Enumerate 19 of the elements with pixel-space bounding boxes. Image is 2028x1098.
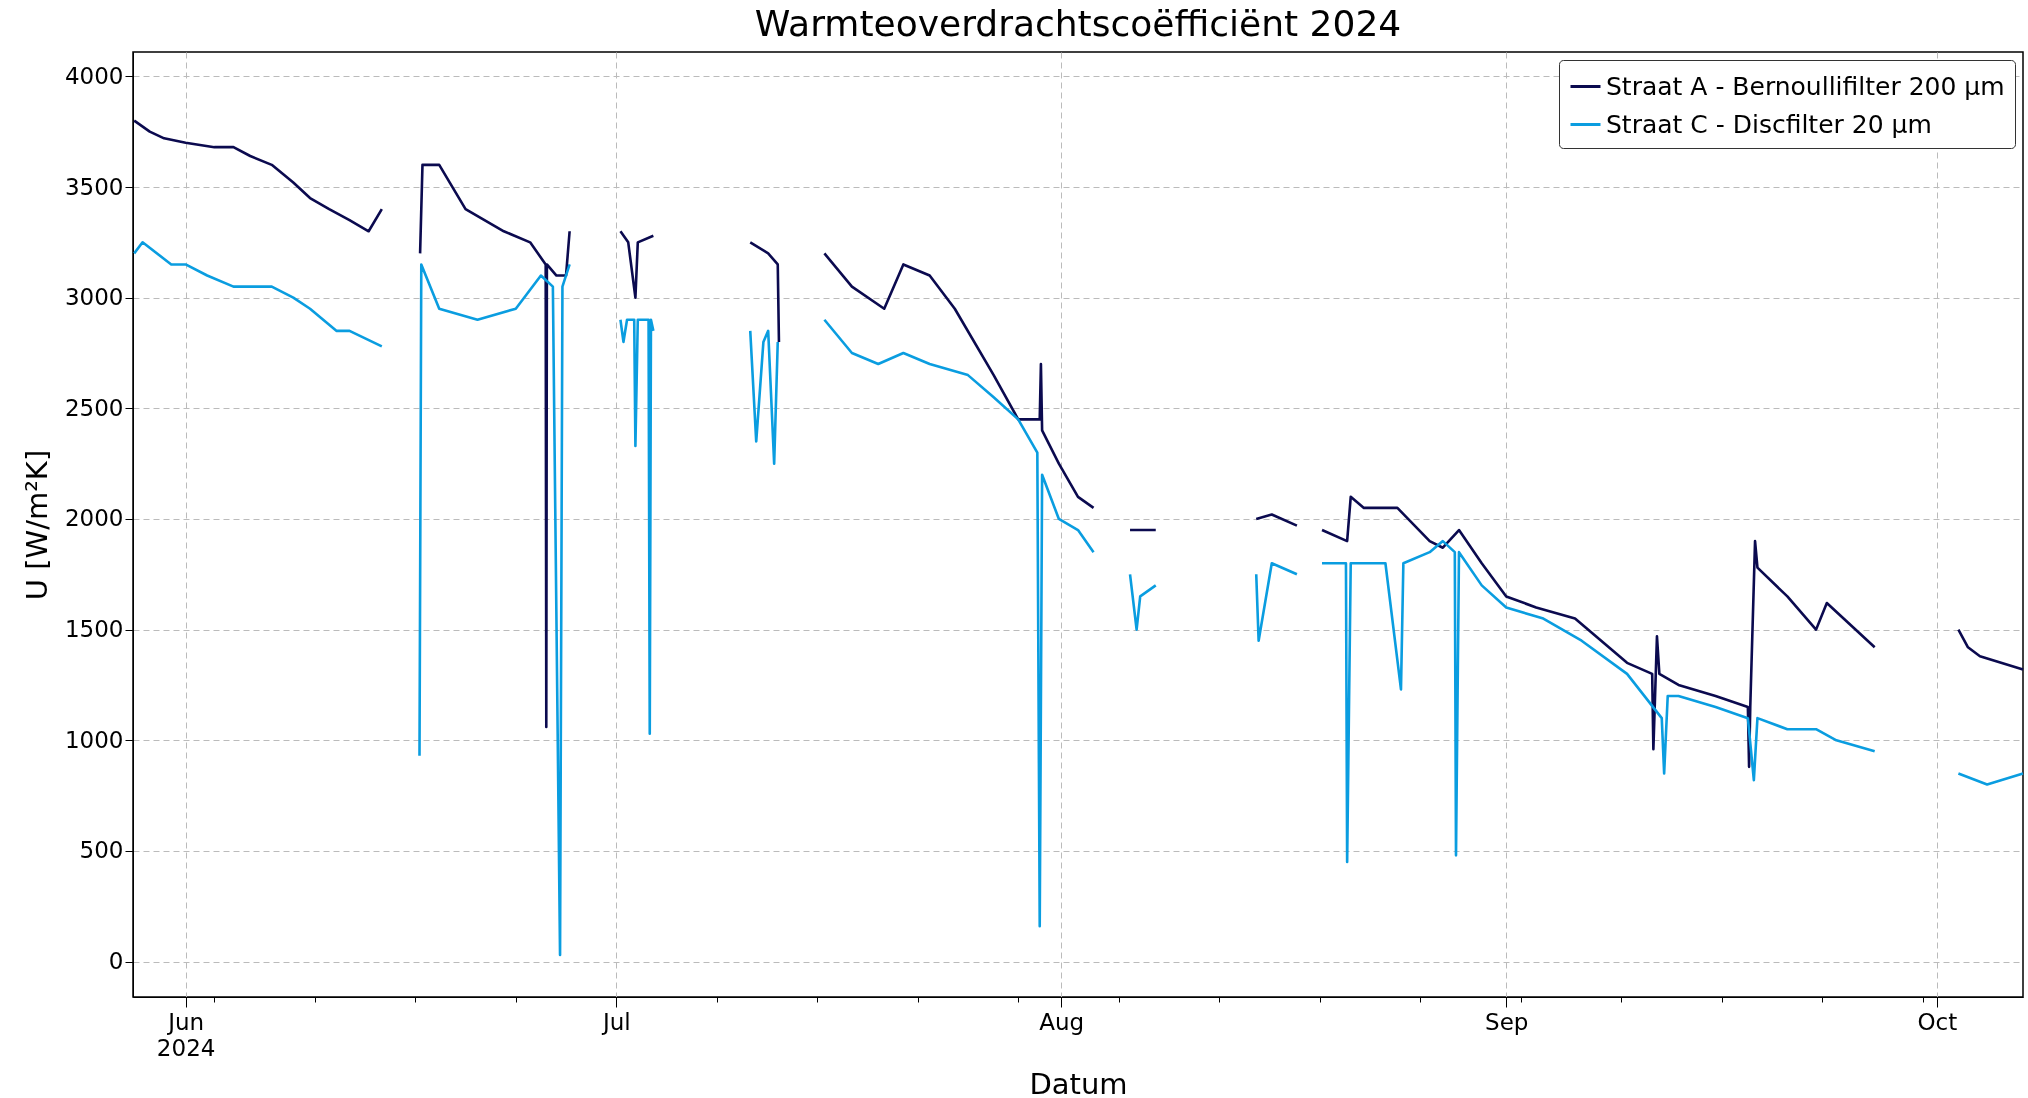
y-tick-label: 0 — [108, 948, 124, 975]
y-tick-label: 2000 — [64, 505, 124, 532]
y-tick-label: 2500 — [64, 394, 124, 421]
legend-label: Straat A - Bernoullifilter 200 µm — [1606, 71, 2005, 101]
y-tick-label: 500 — [79, 837, 124, 864]
x-tick-label: Jun 2024 — [156, 1008, 216, 1061]
chart-title: Warmteoverdrachtscoëfficiënt 2024 — [754, 3, 1402, 44]
y-axis-title: U [W/m²K] — [19, 449, 54, 601]
x-axis-title: Datum — [1029, 1066, 1128, 1098]
legend-label: Straat C - Discfilter 20 µm — [1606, 109, 1932, 139]
x-tick-label: Sep — [1485, 1008, 1529, 1035]
x-tick-label: Aug — [1039, 1008, 1085, 1035]
y-tick-label: 1500 — [64, 616, 124, 643]
y-tick-label: 3000 — [64, 284, 124, 311]
x-tick-label: Oct — [1917, 1008, 1958, 1035]
x-tick-label: Jul — [600, 1008, 631, 1035]
y-tick-label: 4000 — [64, 62, 124, 89]
y-tick-label: 1000 — [64, 726, 124, 753]
y-tick-label: 3500 — [64, 173, 124, 200]
